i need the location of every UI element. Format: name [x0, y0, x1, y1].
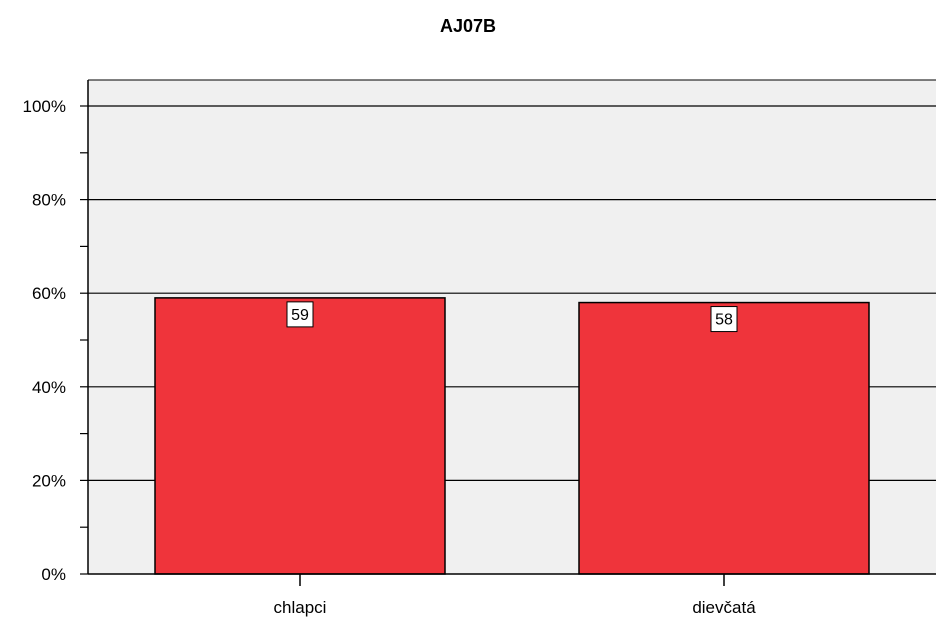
y-tick-label: 100%	[23, 97, 66, 116]
data-label: 59	[291, 307, 309, 324]
chart-title: AJ07B	[439, 16, 497, 36]
y-tick-label: 0%	[41, 565, 66, 584]
y-tick-label: 80%	[32, 191, 66, 210]
bars	[154, 297, 870, 575]
y-tick-label: 20%	[32, 471, 66, 490]
data-label-box	[710, 306, 738, 333]
bar	[578, 301, 870, 575]
y-tick-label: 60%	[32, 284, 66, 303]
y-tick-label: 40%	[32, 378, 66, 397]
x-tick-label: dievčatá	[692, 598, 756, 617]
data-label: 58	[715, 312, 733, 329]
x-tick-label: chlapci	[274, 598, 327, 617]
labels: 0% 20% 40% 60% 80% 100% 59 chlapci 58 dievčatá	[23, 97, 757, 617]
bar	[154, 297, 446, 575]
axes	[80, 79, 936, 586]
data-label-box	[286, 301, 314, 328]
